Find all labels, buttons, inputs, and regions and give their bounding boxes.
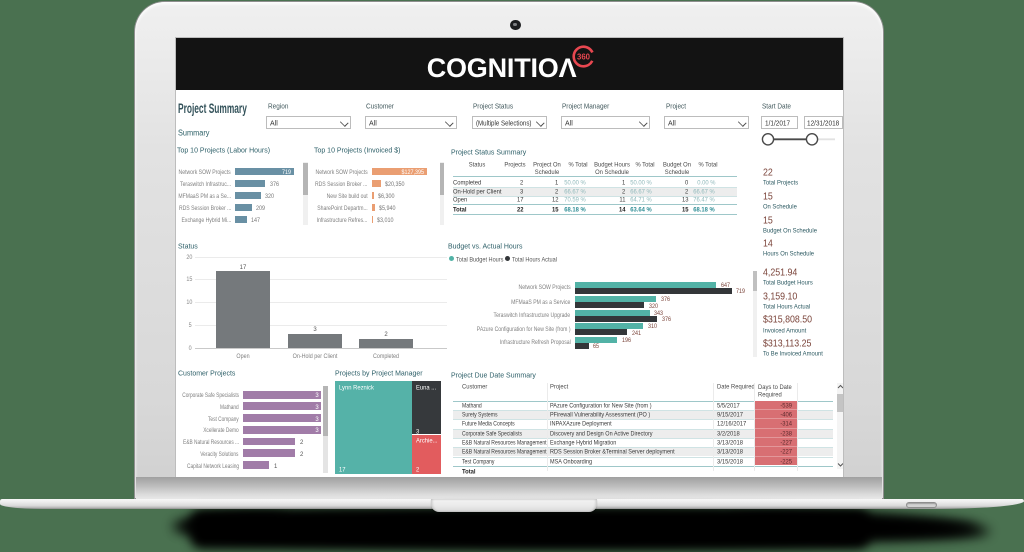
svg-text:360: 360: [577, 52, 591, 61]
